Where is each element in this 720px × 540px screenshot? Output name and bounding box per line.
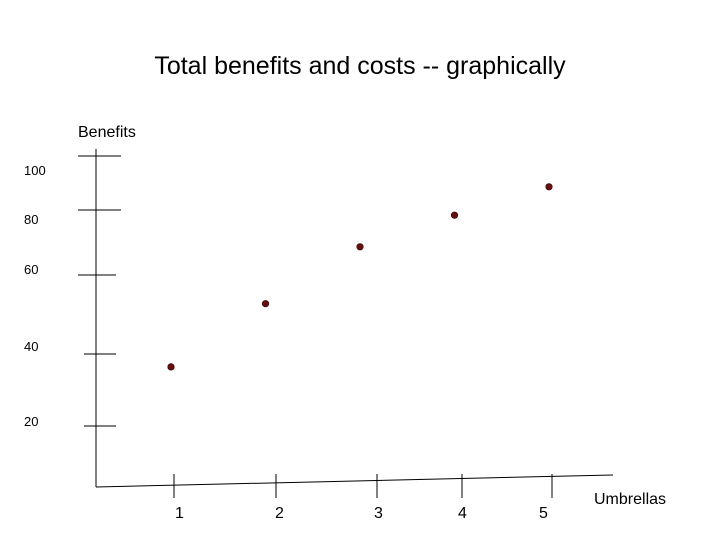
- x-tick-label: 4: [458, 505, 467, 522]
- x-tick-label: 2: [275, 505, 284, 522]
- chart-title: Total benefits and costs -- graphically: [154, 52, 566, 80]
- y-tick-label: 80: [24, 212, 39, 227]
- data-point: [167, 363, 175, 371]
- x-tick-label: 3: [374, 505, 383, 522]
- x-tick-label: 1: [175, 505, 184, 522]
- data-point: [261, 300, 270, 308]
- y-tick-label: 40: [24, 339, 39, 354]
- y-tick-label: 60: [24, 262, 39, 277]
- data-point: [356, 243, 364, 251]
- x-tick-label: 5: [539, 505, 548, 522]
- data-point: [450, 211, 459, 219]
- x-axis-line: [95, 474, 614, 488]
- data-point: [545, 183, 553, 191]
- y-tick-label: 20: [24, 414, 39, 429]
- y-axis-label: Benefits: [78, 124, 136, 141]
- x-axis-label: Umbrellas: [594, 491, 667, 508]
- y-tick-label: 100: [24, 163, 46, 178]
